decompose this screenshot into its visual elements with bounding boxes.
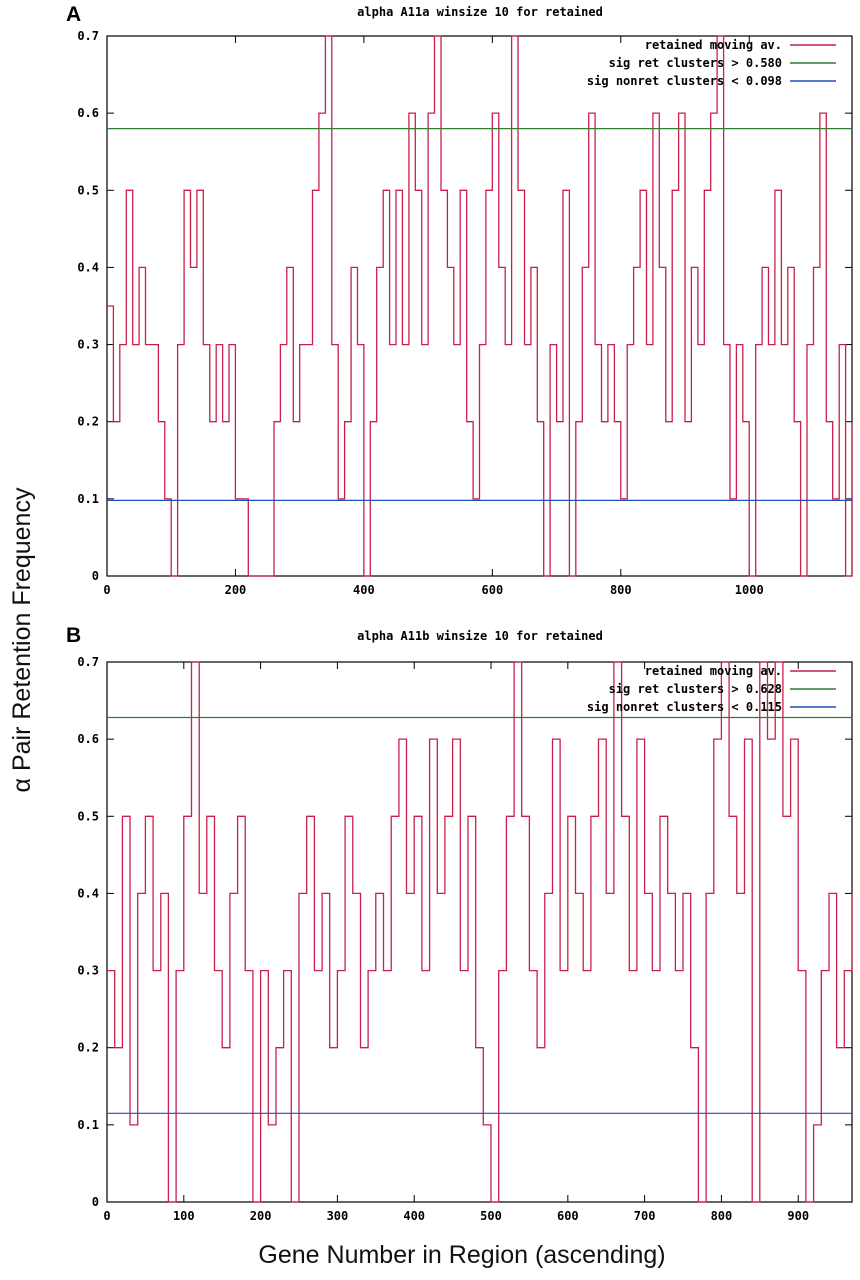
y-tick-label: 0.4: [77, 886, 99, 900]
legend-label: retained moving av.: [645, 664, 782, 678]
x-tick-label: 600: [482, 583, 504, 597]
y-tick-label: 0.4: [77, 260, 99, 274]
panel-a-title: alpha A11a winsize 10 for retained: [357, 5, 603, 19]
x-tick-label: 0: [103, 1209, 110, 1223]
legend-label: sig nonret clusters < 0.098: [587, 74, 782, 88]
legend-label: sig ret clusters > 0.580: [609, 56, 782, 70]
y-tick-label: 0.3: [77, 338, 99, 352]
series-retained-moving-av: [107, 661, 853, 1203]
x-tick-label: 300: [327, 1209, 349, 1223]
y-tick-label: 0.7: [77, 655, 99, 669]
panel-b: B alpha A11b winsize 10 for retained 0 0.…: [66, 624, 853, 1223]
x-tick-label: 800: [711, 1209, 733, 1223]
y-tick-label: 0.1: [77, 492, 99, 506]
legend-label: retained moving av.: [645, 38, 782, 52]
x-tick-label: 1000: [735, 583, 764, 597]
y-tick-label: 0.7: [77, 29, 99, 43]
panel-b-title: alpha A11b winsize 10 for retained: [357, 629, 603, 643]
y-tick-label: 0.6: [77, 732, 99, 746]
x-tick-label: 200: [225, 583, 247, 597]
panel-a-letter: A: [66, 3, 81, 26]
legend-label: sig nonret clusters < 0.115: [587, 700, 782, 714]
x-axis-label: Gene Number in Region (ascending): [258, 1241, 665, 1269]
x-tick-label: 500: [480, 1209, 502, 1223]
y-tick-label: 0: [92, 569, 99, 583]
y-axis-label: α Pair Retention Frequency: [8, 487, 36, 792]
plot-frame: [106, 661, 853, 1203]
y-tick-label: 0.5: [77, 809, 99, 823]
x-tick-label: 400: [353, 583, 375, 597]
x-tick-label: 800: [610, 583, 632, 597]
y-tick-label: 0.3: [77, 964, 99, 978]
x-tick-label: 100: [173, 1209, 195, 1223]
y-tick-label: 0: [92, 1195, 99, 1209]
series-retained-moving-av: [107, 35, 853, 577]
x-tick-label: 0: [103, 583, 110, 597]
x-tick-label: 900: [787, 1209, 809, 1223]
x-tick-label: 600: [557, 1209, 579, 1223]
x-tick-label: 700: [634, 1209, 656, 1223]
y-tick-label: 0.2: [77, 1041, 99, 1055]
x-tick-label: 400: [403, 1209, 425, 1223]
panel-a: A alpha A11a winsize 10 for retained 0 0.…: [66, 3, 853, 597]
y-tick-label: 0.5: [77, 183, 99, 197]
y-tick-label: 0.1: [77, 1118, 99, 1132]
y-tick-label: 0.2: [77, 415, 99, 429]
y-tick-label: 0.6: [77, 106, 99, 120]
x-tick-label: 200: [250, 1209, 272, 1223]
panel-b-letter: B: [66, 624, 81, 647]
legend-label: sig ret clusters > 0.628: [609, 682, 782, 696]
